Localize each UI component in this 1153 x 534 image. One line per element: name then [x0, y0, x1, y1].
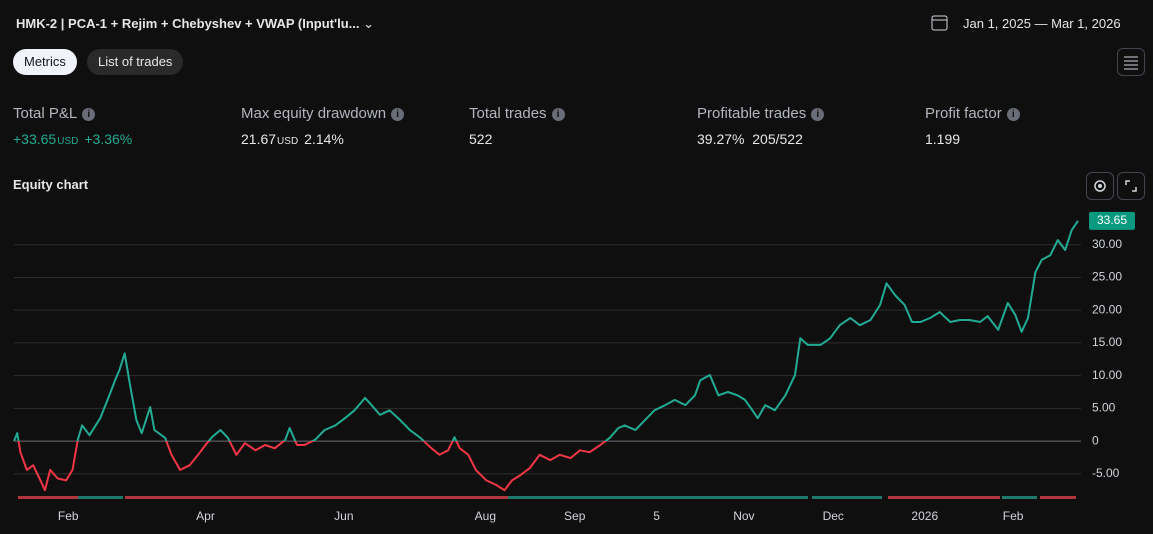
metric-label: Total trades i	[469, 105, 565, 122]
y-tick-label: 15.00	[1092, 335, 1122, 349]
label-text: Profitable trades	[697, 105, 807, 122]
x-tick-label: Feb	[58, 509, 79, 523]
extra: +3.36%	[84, 131, 133, 147]
label-text: Profit factor	[925, 105, 1002, 122]
x-tick-label: Apr	[196, 509, 215, 523]
x-tick-label: Nov	[733, 509, 754, 523]
metric-value: +33.65USD +3.36%	[13, 131, 132, 147]
value: 1.199	[925, 131, 961, 147]
trade-strip	[18, 496, 1076, 499]
unit: USD	[277, 136, 299, 147]
y-tick-label: 25.00	[1092, 270, 1122, 284]
value: +33.65	[13, 131, 57, 147]
extra: 2.14%	[304, 131, 344, 147]
calendar-icon[interactable]	[930, 13, 950, 33]
title-text: HMK-2 | PCA-1 + Rejim + Chebyshev + VWAP…	[16, 16, 360, 31]
date-range[interactable]: Jan 1, 2025 — Mar 1, 2026	[963, 16, 1121, 31]
strategy-title[interactable]: HMK-2 | PCA-1 + Rejim + Chebyshev + VWAP…	[16, 16, 375, 31]
y-tick-label: 0	[1092, 433, 1099, 447]
x-tick-label: Dec	[823, 509, 844, 523]
metric-value: 522	[469, 131, 492, 147]
metric-label: Profitable trades i	[697, 105, 825, 122]
metric-label: Max equity drawdown i	[241, 105, 405, 122]
x-tick-label: Sep	[564, 509, 586, 523]
x-tick-label: Aug	[475, 509, 496, 523]
chart-title: Equity chart	[13, 177, 89, 192]
value: 522	[469, 131, 493, 147]
y-tick-label: 5.00	[1092, 401, 1116, 415]
y-tick-label: -5.00	[1092, 466, 1120, 480]
metric-label: Total P&L i	[13, 105, 96, 122]
value: 21.67	[241, 131, 277, 147]
metric-label: Profit factor i	[925, 105, 1020, 122]
x-tick-label: Feb	[1003, 509, 1024, 523]
tab-trades[interactable]: List of trades	[87, 49, 184, 75]
extra: 205/522	[752, 131, 803, 147]
last-value-badge	[1089, 211, 1135, 230]
value: 39.27%	[697, 131, 745, 147]
unit: USD	[57, 136, 79, 147]
label-text: Total P&L	[13, 105, 78, 122]
x-tick-label: 2026	[911, 509, 938, 523]
y-tick-label: 20.00	[1092, 302, 1122, 316]
settings-button[interactable]	[1086, 172, 1114, 200]
metric-value: 21.67USD 2.14%	[241, 131, 344, 147]
menu-button[interactable]	[1117, 48, 1145, 76]
x-tick-label: Jun	[334, 509, 353, 523]
tab-metrics[interactable]: Metrics	[13, 49, 77, 75]
label-text: Max equity drawdown	[241, 105, 387, 122]
equity-line	[13, 220, 1079, 492]
metric-value: 1.199	[925, 131, 960, 147]
x-tick-label: 5	[653, 509, 660, 523]
fullscreen-button[interactable]	[1117, 172, 1145, 200]
last-value-label: 33.65	[1097, 213, 1127, 227]
y-tick-label: 30.00	[1092, 237, 1122, 251]
metric-value: 39.27% 205/522	[697, 131, 803, 147]
y-tick-label: 10.00	[1092, 368, 1122, 382]
label-text: Total trades	[469, 105, 547, 122]
